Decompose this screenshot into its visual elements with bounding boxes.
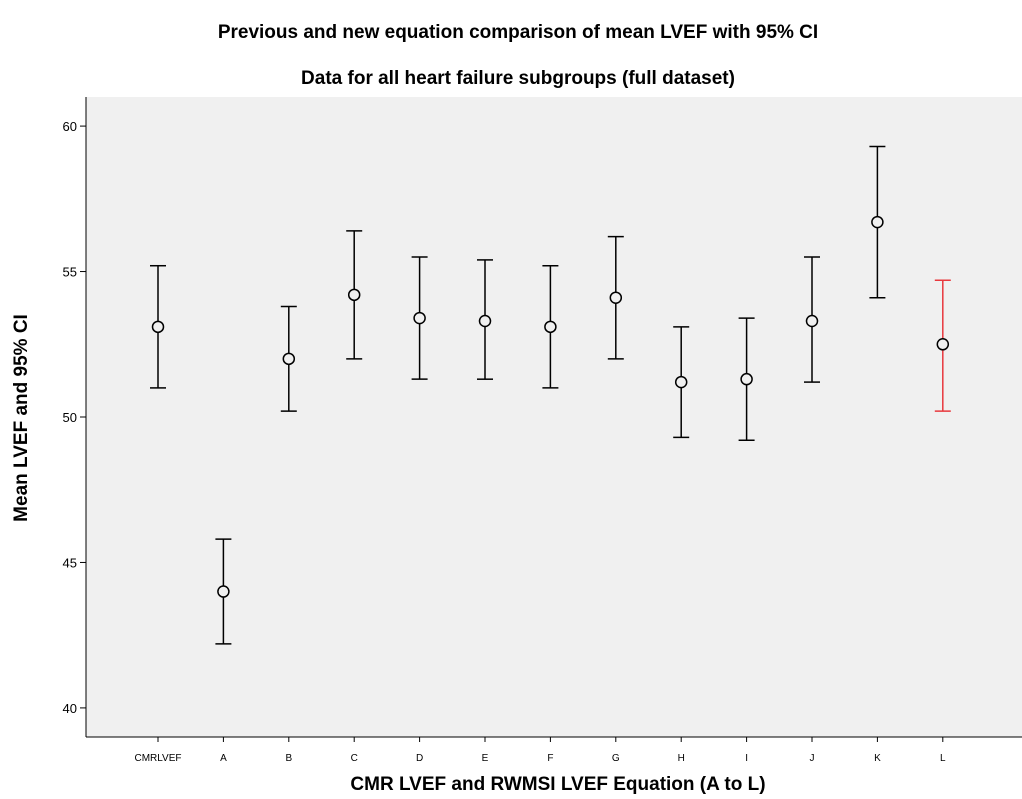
x-tick-label: H — [678, 753, 685, 764]
x-tick-label: G — [612, 753, 620, 764]
error-bars — [150, 145, 951, 645]
x-tick-label: A — [220, 753, 227, 764]
x-tick-label: F — [547, 753, 553, 764]
error-bar-a — [215, 538, 232, 645]
x-tick-label: K — [874, 753, 881, 764]
mean-point — [282, 352, 296, 366]
x-tick-label: D — [416, 753, 423, 764]
x-axis-title: CMR LVEF and RWMSI LVEF Equation (A to L… — [350, 774, 765, 795]
mean-point — [544, 320, 557, 334]
error-bar-cmrlvef — [150, 264, 166, 389]
mean-point — [936, 338, 950, 351]
plot-area — [86, 97, 1022, 737]
error-bar-f — [542, 264, 559, 389]
error-bar-i — [738, 317, 755, 442]
y-tick-label: 40 — [63, 701, 77, 716]
error-bar-e — [477, 259, 493, 380]
mean-point — [217, 585, 230, 598]
y-tick-label: 60 — [63, 119, 77, 134]
x-axis-ticks: CMRLVEF A B C D E F G H I J K L — [134, 737, 946, 764]
mean-point — [151, 320, 165, 334]
x-tick-label: E — [482, 753, 489, 764]
x-tick-label: C — [351, 753, 358, 764]
error-bar-j — [804, 256, 820, 383]
x-tick-label: B — [285, 753, 292, 764]
x-tick-label: I — [745, 753, 748, 764]
mean-point — [413, 311, 426, 325]
y-axis-ticks: 40 45 50 55 60 — [63, 119, 86, 716]
y-tick-label: 55 — [63, 265, 77, 280]
mean-point — [740, 372, 753, 386]
x-tick-label: J — [810, 753, 815, 764]
y-axis-title: Mean LVEF and 95% CI — [11, 314, 32, 522]
chart-subtitle: Data for all heart failure subgroups (fu… — [301, 68, 735, 89]
mean-point — [347, 288, 361, 302]
mean-point — [674, 375, 688, 389]
error-bar-b — [280, 305, 297, 412]
y-tick-label: 45 — [63, 555, 77, 570]
error-bar-k — [869, 145, 886, 299]
error-bar-d — [411, 256, 428, 380]
error-bar-c — [346, 230, 363, 360]
error-bar-h — [673, 326, 690, 439]
chart-title: Previous and new equation comparison of … — [218, 22, 818, 43]
mean-point — [609, 291, 623, 304]
mean-point — [478, 314, 492, 328]
error-bar-l — [934, 279, 951, 412]
error-bar-g — [607, 235, 624, 360]
mean-point — [805, 314, 819, 328]
x-tick-label: L — [940, 753, 946, 764]
y-tick-label: 50 — [63, 410, 77, 425]
x-tick-label: CMRLVEF — [134, 753, 181, 764]
mean-point — [871, 215, 884, 229]
